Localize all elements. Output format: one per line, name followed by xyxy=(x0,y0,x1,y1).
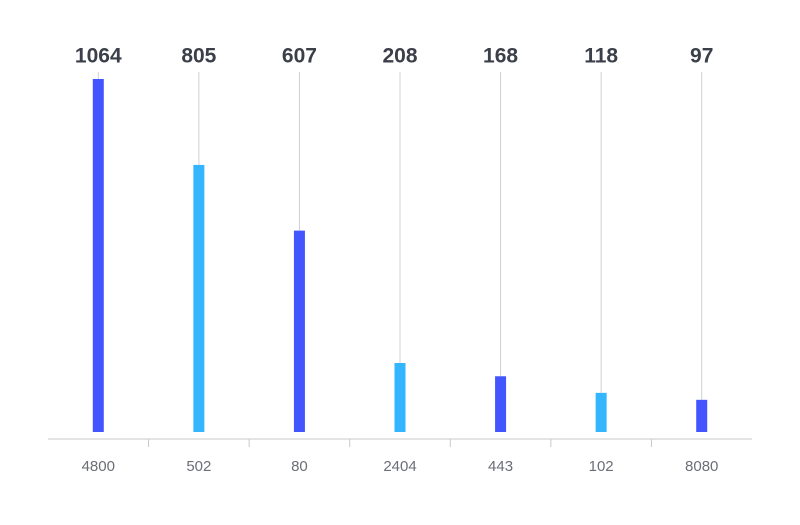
x-tick-label: 4800 xyxy=(82,458,115,475)
x-tick-label: 2404 xyxy=(383,458,416,475)
x-tick-label: 443 xyxy=(488,458,513,475)
bar xyxy=(193,164,205,433)
value-label: 208 xyxy=(382,45,417,68)
value-label: 118 xyxy=(584,45,618,68)
bar xyxy=(495,376,507,432)
bar xyxy=(92,79,104,432)
bar xyxy=(696,399,708,432)
x-tick-label: 102 xyxy=(589,458,614,475)
bar xyxy=(595,392,607,432)
x-tick-label: 502 xyxy=(186,458,211,475)
bar xyxy=(293,230,305,432)
bar xyxy=(394,362,406,432)
value-label: 168 xyxy=(483,45,518,68)
value-label: 1064 xyxy=(75,45,122,68)
value-label: 805 xyxy=(181,45,216,68)
value-label: 607 xyxy=(282,45,317,68)
value-label: 97 xyxy=(690,45,713,68)
x-tick-label: 8080 xyxy=(685,458,718,475)
x-tick-label: 80 xyxy=(291,458,308,475)
